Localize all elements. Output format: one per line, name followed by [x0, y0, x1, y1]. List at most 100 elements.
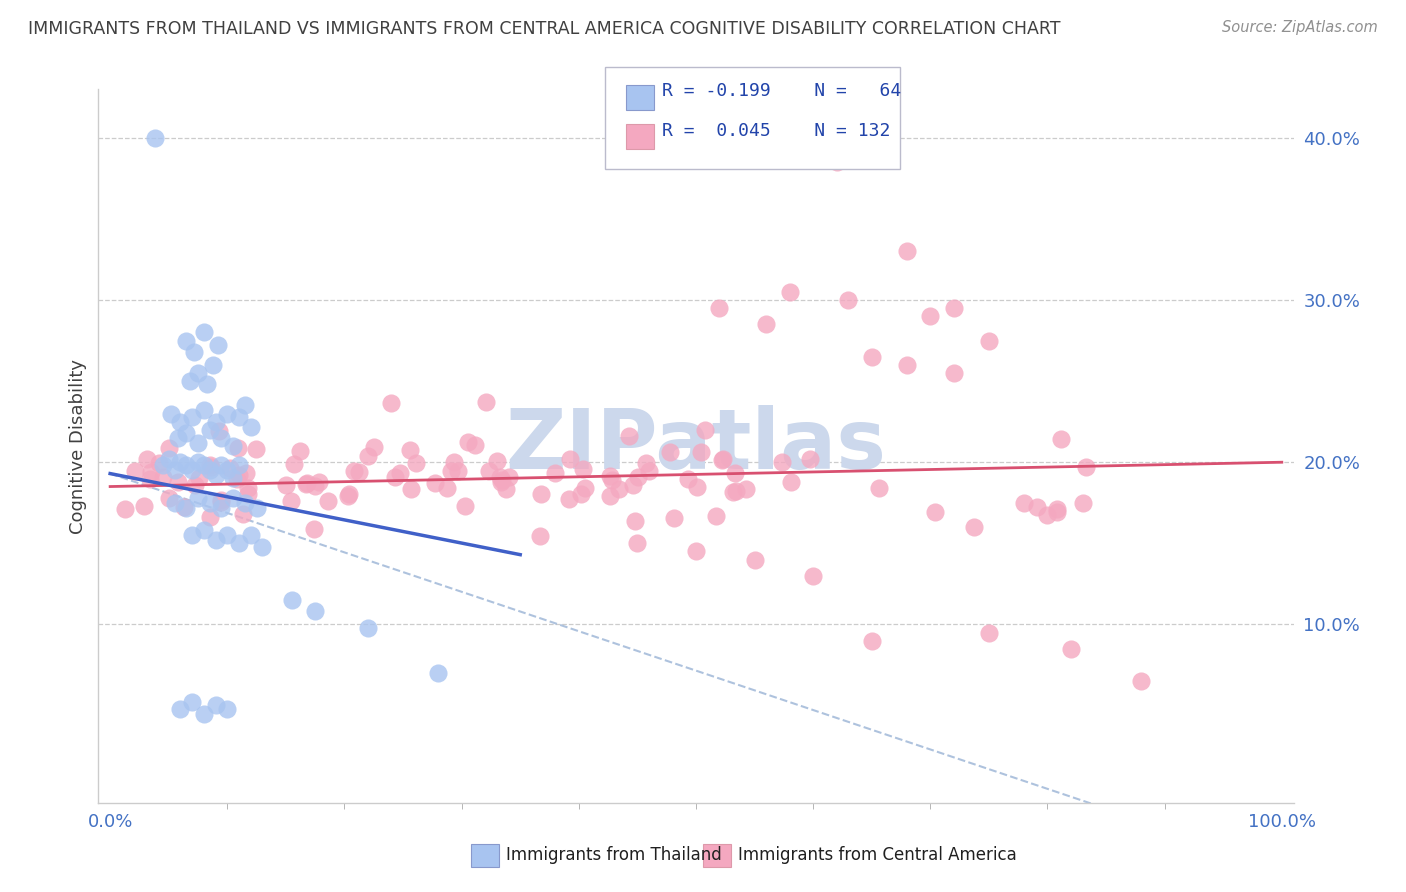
- Point: [187, 491, 209, 505]
- Point: [779, 285, 801, 299]
- Point: [193, 706, 215, 721]
- Point: [477, 464, 499, 478]
- Text: IMMIGRANTS FROM THAILAND VS IMMIGRANTS FROM CENTRAL AMERICA COGNITIVE DISABILITY: IMMIGRANTS FROM THAILAND VS IMMIGRANTS F…: [28, 20, 1060, 37]
- Point: [574, 481, 596, 495]
- Point: [963, 520, 986, 534]
- Point: [724, 467, 747, 481]
- Point: [423, 475, 446, 490]
- Point: [157, 452, 180, 467]
- Point: [211, 500, 233, 515]
- Point: [288, 444, 311, 458]
- Point: [860, 633, 883, 648]
- Point: [252, 540, 274, 554]
- Point: [357, 449, 380, 463]
- Point: [181, 463, 204, 477]
- Text: Source: ZipAtlas.com: Source: ZipAtlas.com: [1222, 20, 1378, 35]
- Point: [198, 423, 221, 437]
- Point: [627, 470, 650, 484]
- Point: [169, 702, 191, 716]
- Point: [621, 478, 644, 492]
- Point: [187, 455, 209, 469]
- Point: [977, 625, 1000, 640]
- Point: [157, 491, 180, 505]
- Point: [475, 394, 498, 409]
- Point: [225, 472, 247, 486]
- Point: [198, 496, 221, 510]
- Point: [599, 489, 621, 503]
- Point: [132, 499, 155, 513]
- Point: [211, 431, 233, 445]
- Point: [658, 445, 681, 459]
- Point: [347, 465, 370, 479]
- Point: [222, 491, 245, 505]
- Point: [160, 407, 183, 421]
- Point: [491, 473, 513, 487]
- Point: [363, 440, 385, 454]
- Point: [1071, 496, 1094, 510]
- Point: [222, 471, 245, 485]
- Point: [896, 358, 918, 372]
- Point: [198, 458, 221, 472]
- Point: [447, 464, 470, 478]
- Point: [280, 494, 302, 508]
- Point: [166, 475, 188, 490]
- Point: [544, 466, 567, 480]
- Point: [607, 482, 630, 496]
- Point: [173, 500, 195, 514]
- Point: [163, 463, 186, 477]
- Point: [600, 473, 623, 487]
- Point: [204, 468, 226, 483]
- Point: [208, 425, 231, 439]
- Point: [1130, 674, 1153, 689]
- Point: [228, 536, 250, 550]
- Point: [529, 529, 551, 543]
- Point: [920, 310, 942, 324]
- Point: [187, 366, 209, 380]
- Point: [695, 424, 717, 438]
- Point: [942, 301, 965, 315]
- Point: [686, 480, 709, 494]
- Point: [896, 244, 918, 259]
- Point: [572, 462, 595, 476]
- Point: [174, 500, 197, 515]
- Point: [389, 467, 412, 481]
- Point: [163, 496, 186, 510]
- Point: [489, 470, 512, 484]
- Point: [1046, 502, 1069, 516]
- Point: [308, 475, 330, 489]
- Point: [399, 482, 422, 496]
- Point: [200, 460, 222, 475]
- Point: [721, 485, 744, 500]
- Point: [662, 511, 685, 525]
- Point: [711, 452, 734, 467]
- Point: [245, 442, 267, 456]
- Point: [942, 366, 965, 380]
- Point: [143, 131, 166, 145]
- Point: [114, 501, 136, 516]
- Point: [246, 500, 269, 515]
- Point: [209, 493, 232, 508]
- Point: [724, 483, 747, 498]
- Text: Immigrants from Central America: Immigrants from Central America: [738, 846, 1017, 863]
- Point: [454, 499, 477, 513]
- Point: [233, 496, 256, 510]
- Point: [233, 399, 256, 413]
- Point: [837, 293, 859, 307]
- Point: [181, 528, 204, 542]
- Point: [193, 403, 215, 417]
- Point: [860, 350, 883, 364]
- Point: [235, 466, 257, 480]
- Point: [443, 455, 465, 469]
- Point: [193, 458, 215, 473]
- Point: [924, 504, 946, 518]
- Point: [207, 338, 229, 352]
- Point: [181, 409, 204, 424]
- Point: [304, 523, 326, 537]
- Point: [1025, 500, 1047, 515]
- Point: [685, 544, 707, 558]
- Point: [239, 528, 262, 542]
- Point: [801, 568, 824, 582]
- Point: [689, 445, 711, 459]
- Point: [457, 434, 479, 449]
- Point: [179, 374, 201, 388]
